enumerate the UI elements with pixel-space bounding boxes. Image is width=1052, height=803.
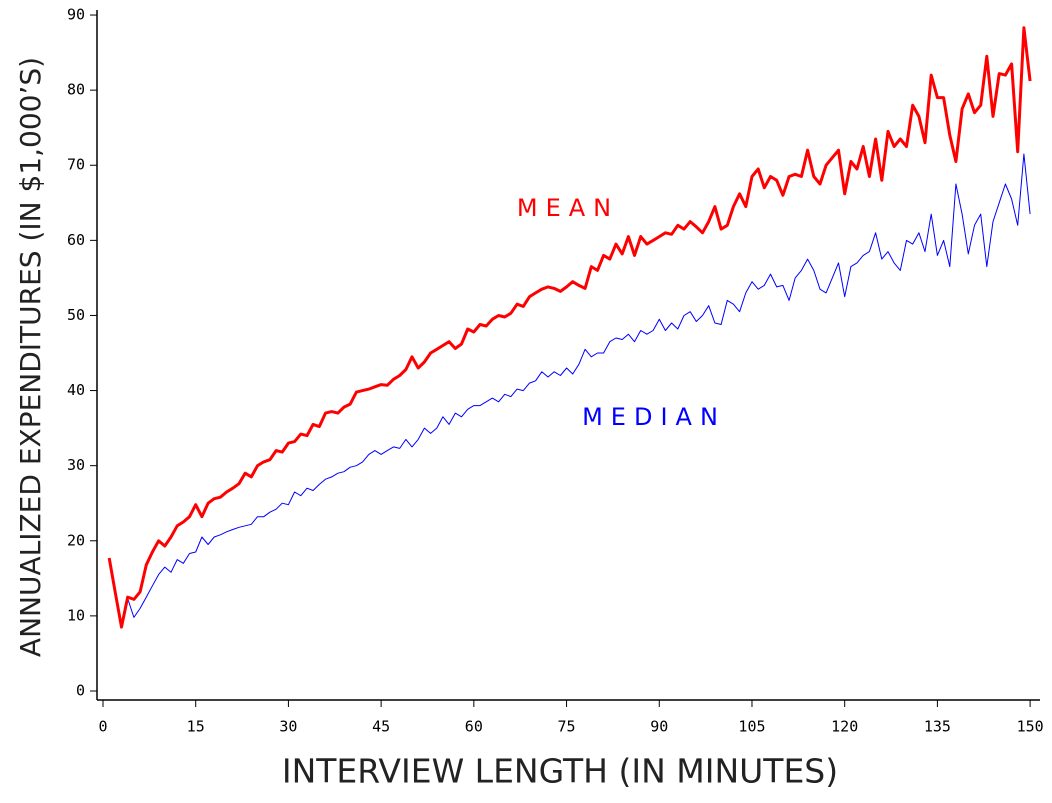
x-tick-label: 75 xyxy=(558,718,576,736)
x-tick-label: 120 xyxy=(831,718,858,736)
x-tick-label: 15 xyxy=(187,718,205,736)
y-tick-label: 80 xyxy=(67,81,85,99)
y-tick-label: 40 xyxy=(67,381,85,399)
series-line xyxy=(108,153,1031,628)
y-tick-label: 50 xyxy=(67,306,85,324)
y-tick-label: 10 xyxy=(67,606,85,624)
y-axis-title: ANNUALIZED EXPENDITURES (IN $1,000’S) xyxy=(14,57,47,657)
y-tick-label: 60 xyxy=(67,231,85,249)
annotation: MEDIAN xyxy=(582,403,726,431)
x-tick-label: 150 xyxy=(1017,718,1044,736)
x-tick-label: 45 xyxy=(372,718,390,736)
y-tick-label: 20 xyxy=(67,531,85,549)
x-tick-label: 135 xyxy=(924,718,951,736)
x-tick-label: 60 xyxy=(465,718,483,736)
x-axis-title: INTERVIEW LENGTH (IN MINUTES) xyxy=(282,752,838,791)
annotation: MEAN xyxy=(517,194,619,222)
x-tick-label: 0 xyxy=(98,718,107,736)
x-tick-label: 30 xyxy=(279,718,297,736)
y-tick-label: 90 xyxy=(67,6,85,24)
x-tick-label: 90 xyxy=(650,718,668,736)
y-tick-label: 0 xyxy=(76,681,85,699)
x-tick-label: 105 xyxy=(738,718,765,736)
series-line xyxy=(107,26,1032,629)
y-tick-label: 70 xyxy=(67,156,85,174)
y-tick-label: 30 xyxy=(67,456,85,474)
